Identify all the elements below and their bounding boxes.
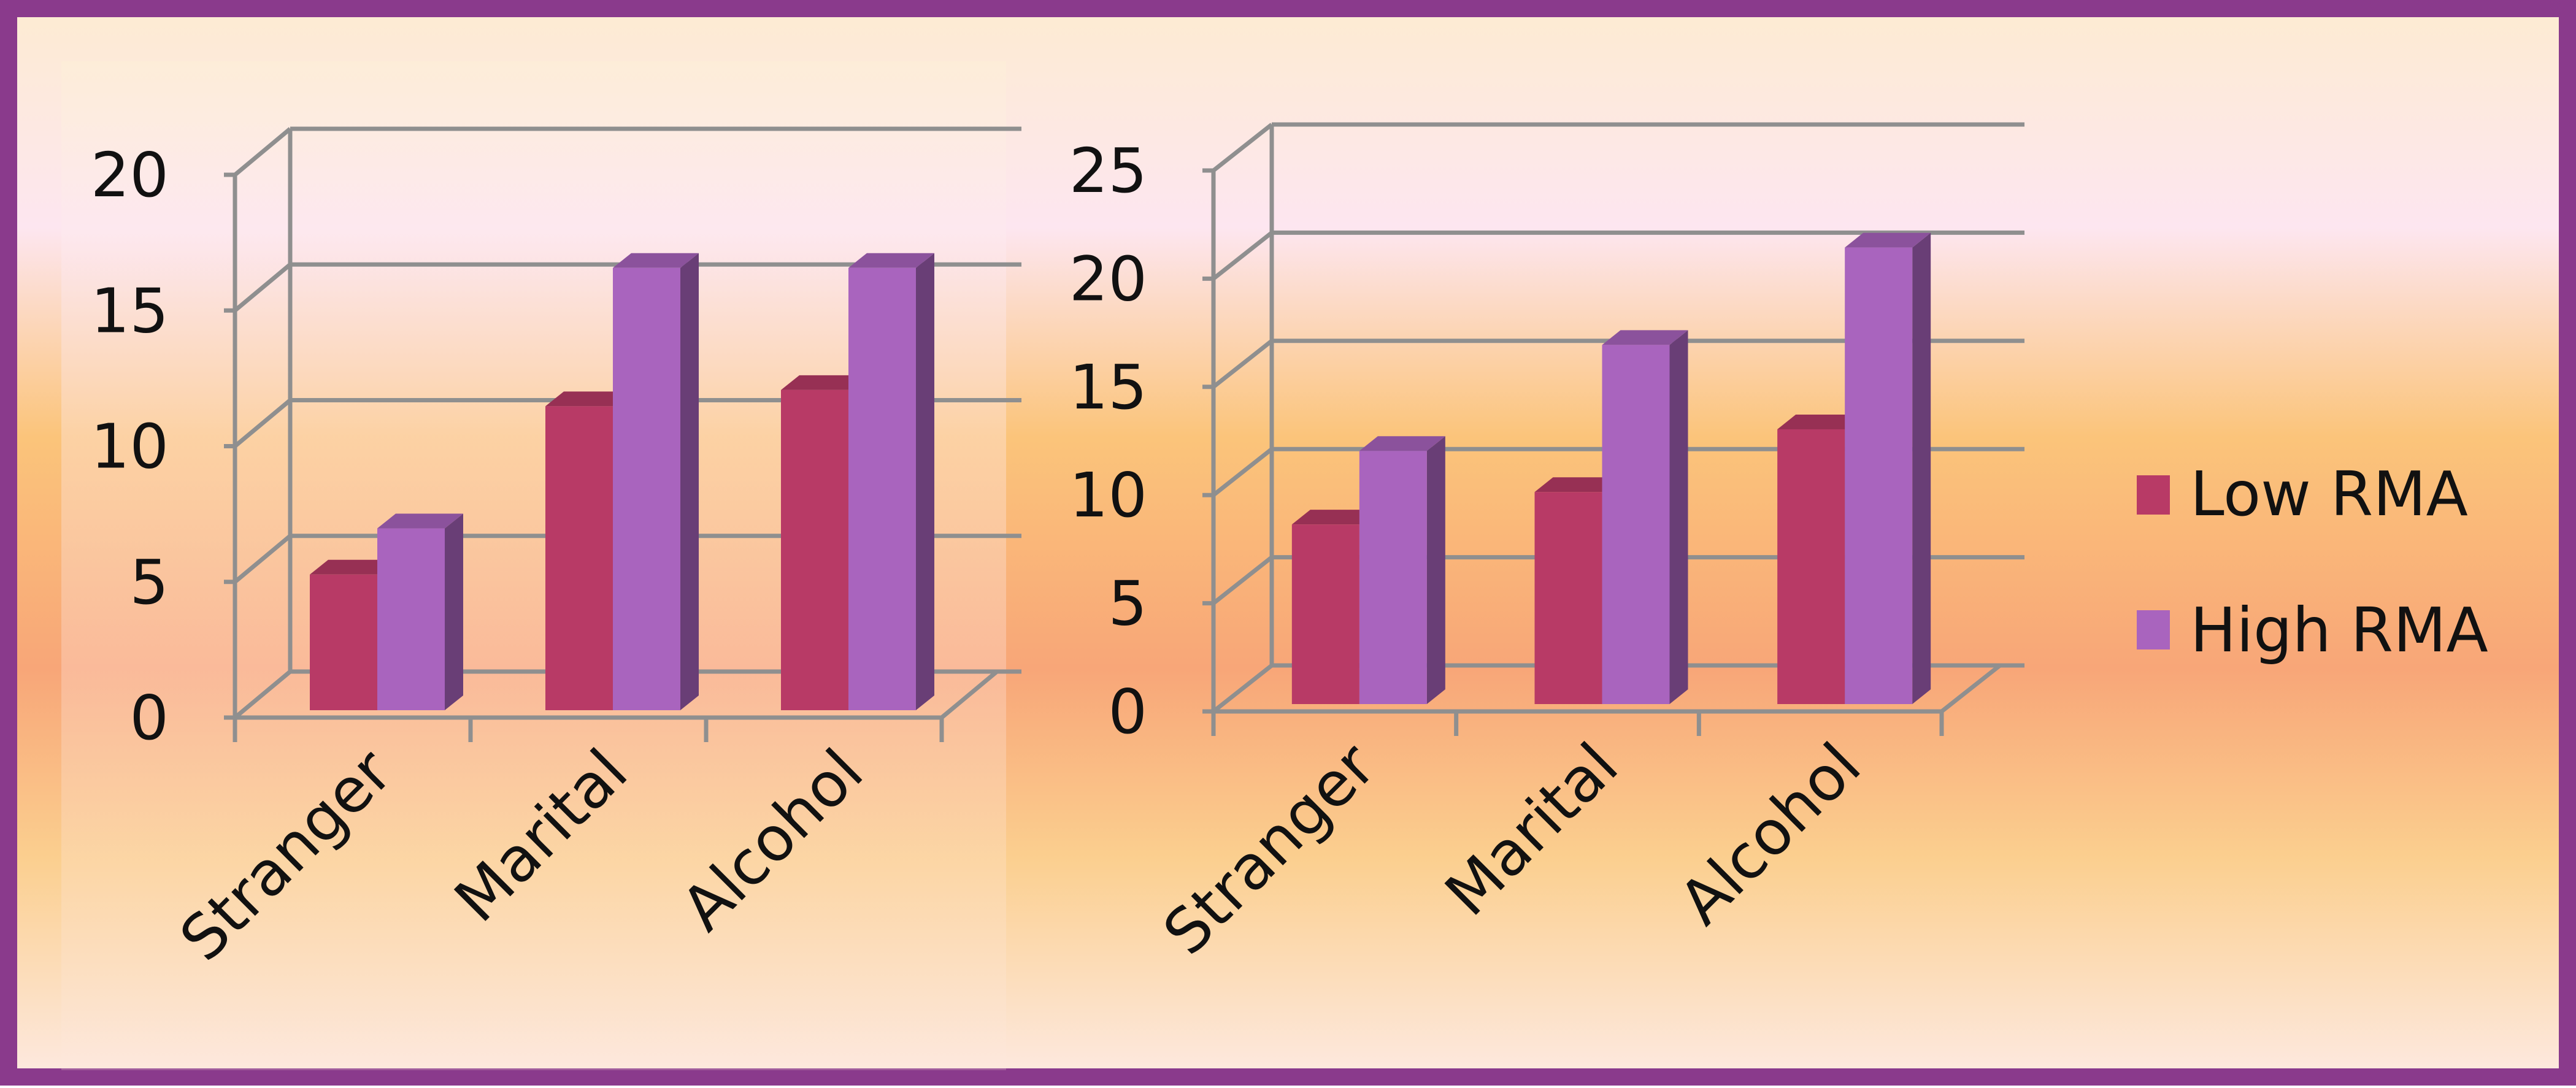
gridline-side	[1212, 231, 1274, 281]
bar-front	[1534, 492, 1602, 704]
bar-top	[1845, 232, 1931, 248]
bar-front	[1845, 247, 1913, 704]
bar-front	[781, 389, 848, 710]
bar-top	[1359, 436, 1445, 451]
bar-front	[377, 528, 445, 710]
floor-edge	[1940, 664, 2002, 713]
bar-top	[613, 253, 699, 268]
bar-front	[1359, 451, 1427, 704]
gridline-side	[233, 670, 292, 719]
bar-side	[916, 253, 934, 711]
bar-high-rma-alcohol	[848, 253, 934, 711]
legend-label-high-rma: High RMA	[2190, 594, 2488, 666]
legend-label-low-rma: Low RMA	[2190, 458, 2468, 530]
bar-top	[1777, 414, 1864, 429]
bar-front	[545, 406, 613, 710]
bar-top	[1534, 477, 1621, 492]
gridline-side	[233, 262, 292, 312]
y-tick-label: 15	[1069, 351, 1147, 423]
gridline-side	[1212, 664, 1274, 713]
gridline-side	[233, 534, 292, 584]
y-tick-label: 5	[129, 546, 169, 618]
y-tick-label: 5	[1108, 568, 1147, 640]
bar-side	[1912, 232, 1931, 704]
y-tick-label: 20	[91, 139, 169, 211]
gridline-side	[1212, 123, 1274, 172]
bar-top	[781, 375, 867, 390]
bar-front	[1602, 345, 1670, 704]
bar-high-rma-marital	[1602, 330, 1688, 704]
bar-front	[613, 267, 680, 711]
bar-front	[1291, 524, 1359, 704]
bar-high-rma-marital	[613, 253, 699, 711]
gridline-side	[233, 398, 292, 448]
bar-top	[545, 391, 631, 407]
gridline-side	[233, 127, 292, 177]
gridline-side	[1212, 447, 1274, 497]
y-tick-label: 20	[1069, 243, 1147, 315]
legend: Low RMA High RMA	[2137, 458, 2488, 666]
bar-front	[848, 267, 916, 711]
bar-side	[1669, 330, 1688, 704]
bar-side	[1426, 436, 1445, 704]
y-tick-label: 15	[91, 275, 169, 347]
bar-side	[680, 253, 699, 711]
y-tick-label: 25	[1069, 135, 1147, 207]
bar-high-rma-stranger	[377, 513, 463, 710]
legend-swatch-high-rma	[2137, 610, 2170, 649]
y-tick-label: 10	[1069, 459, 1147, 531]
bar-front	[310, 574, 377, 710]
bar-high-rma-stranger	[1359, 436, 1445, 704]
y-tick-label: 10	[91, 411, 169, 483]
y-tick-label: 0	[129, 682, 169, 754]
bar-top	[377, 513, 463, 529]
bar-top	[310, 559, 396, 575]
bar-front	[1777, 429, 1845, 704]
gridline-side	[1212, 555, 1274, 605]
bar-side	[445, 513, 463, 710]
floor-edge	[940, 670, 999, 719]
bar-top	[1291, 510, 1378, 525]
bar-top	[848, 253, 934, 268]
bar-high-rma-alcohol	[1845, 232, 1931, 704]
legend-swatch-low-rma	[2137, 475, 2170, 515]
gridline-side	[1212, 339, 1274, 389]
bar-top	[1602, 330, 1688, 345]
y-tick-label: 0	[1108, 676, 1147, 748]
